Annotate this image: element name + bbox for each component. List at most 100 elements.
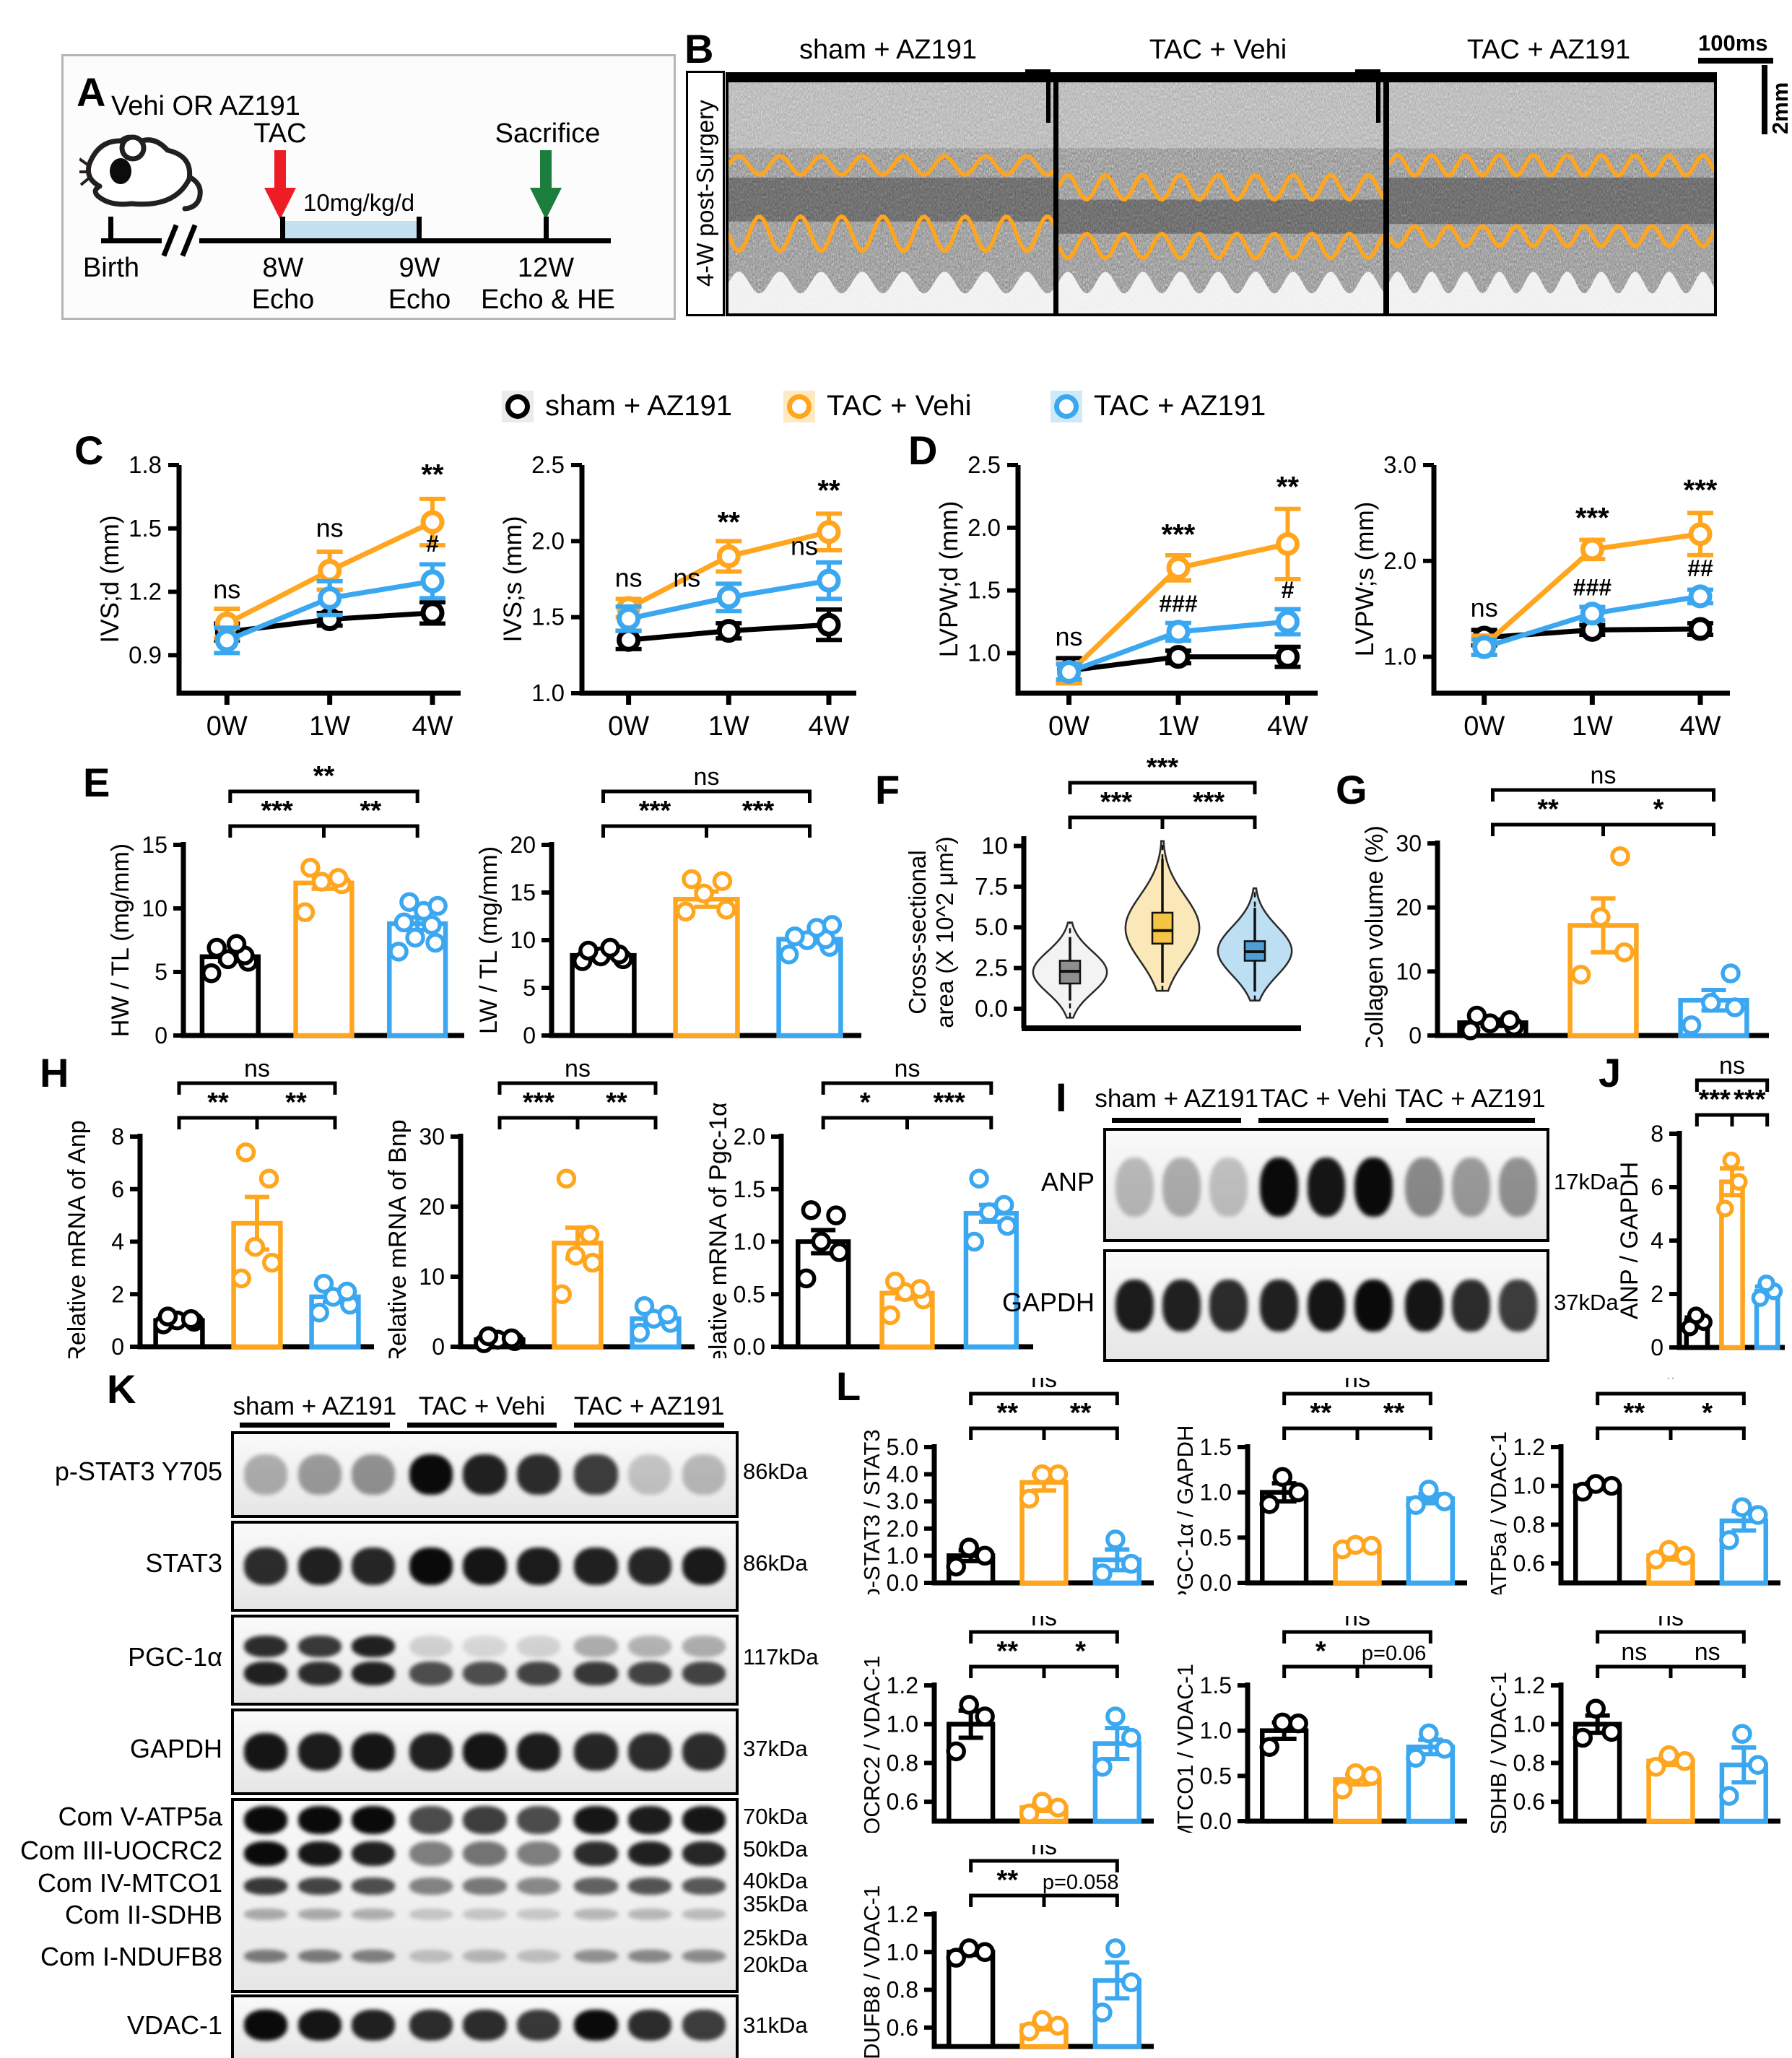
- blot-band: [463, 1805, 507, 1834]
- blot-group-underline: [1405, 1118, 1535, 1123]
- svg-text:5: 5: [155, 959, 168, 985]
- svg-text:5.0: 5.0: [975, 913, 1008, 940]
- blot-row-label: PGC-1α: [128, 1642, 222, 1672]
- svg-text:1.8: 1.8: [129, 451, 162, 478]
- blot-group-label: TAC + Vehi: [418, 1392, 546, 1420]
- chart-atp5a-vdac1: 0.6 0.8 1.0 1.2 ATP5a / VDAC-1 ** * *: [1484, 1363, 1788, 1599]
- svg-text:1.0: 1.0: [734, 1229, 765, 1255]
- blot-band: [297, 1909, 342, 1921]
- svg-text:1W: 1W: [1572, 711, 1613, 742]
- svg-text:ns: ns: [1719, 1052, 1745, 1080]
- svg-text:3.0: 3.0: [887, 1488, 918, 1514]
- blot-box-GAPDH: [231, 1709, 739, 1795]
- svg-text:4: 4: [111, 1229, 124, 1255]
- blot-row-label: STAT3: [145, 1548, 222, 1578]
- svg-text:0.6: 0.6: [887, 1789, 918, 1815]
- blot-box-VDAC-1: [231, 1994, 739, 2058]
- svg-text:ns: ns: [1344, 1616, 1370, 1631]
- blot-band: [1260, 1280, 1299, 1332]
- legend-circle-orange: [787, 394, 812, 419]
- svg-text:0.0: 0.0: [734, 1334, 765, 1358]
- svg-text:**: **: [313, 761, 335, 791]
- blot-band: [244, 1635, 288, 1658]
- panel-k-letter: K: [107, 1366, 136, 1412]
- blot-band: [352, 1733, 396, 1771]
- blot-kda-label: 37kDa: [743, 1736, 808, 1761]
- blot-group-underline: [406, 1423, 557, 1428]
- chart-sdhb-vdac1: 0.6 0.8 1.0 1.2 SDHB / VDAC-1 ns ns ns: [1484, 1604, 1788, 1835]
- svg-text:**: **: [997, 1865, 1019, 1896]
- svg-text:2.0: 2.0: [1383, 547, 1417, 574]
- blot-band: [628, 2010, 672, 2041]
- blot-kda-label: 25kDa: [743, 1924, 808, 1950]
- svg-text:IVS;d (mm): IVS;d (mm): [96, 516, 124, 643]
- svg-text:1.0: 1.0: [1200, 1718, 1232, 1744]
- chart-pgc1a-gapdh: 0.0 0.5 1.0 1.5 PGC-1α / GAPDH ** ** ns: [1171, 1366, 1474, 1605]
- blot-band: [574, 2010, 618, 2041]
- blot-band: [244, 1733, 288, 1771]
- blot-band: [574, 1635, 618, 1658]
- svg-text:5.0: 5.0: [887, 1434, 918, 1460]
- blot-band: [352, 1454, 396, 1495]
- blot-band: [409, 1635, 453, 1658]
- svg-text:0W: 0W: [1048, 711, 1089, 742]
- blot-group-label: TAC + AZ191: [1395, 1085, 1546, 1113]
- svg-text:***: ***: [742, 796, 775, 826]
- svg-text:ANP / GAPDH: ANP / GAPDH: [1616, 1162, 1643, 1320]
- svg-text:1.0: 1.0: [1513, 1711, 1545, 1737]
- svg-text:HW / TL (mg/mm): HW / TL (mg/mm): [107, 843, 134, 1037]
- blot-band: [1499, 1280, 1537, 1332]
- scale-time-label: 100ms: [1698, 30, 1768, 56]
- blot-band: [574, 1454, 618, 1495]
- blot-band: [463, 1547, 507, 1585]
- blot-band: [1451, 1157, 1490, 1217]
- svg-text:2.0: 2.0: [531, 527, 565, 554]
- event-echo-he-12w: Echo & HE: [481, 285, 615, 315]
- svg-text:area (X 10^2 μm²): area (X 10^2 μm²): [931, 836, 958, 1028]
- blot-row-label: Com IV-MTCO1: [37, 1867, 222, 1898]
- blot-band: [516, 1805, 561, 1834]
- svg-text:0: 0: [1650, 1334, 1663, 1359]
- svg-text:1.0: 1.0: [967, 639, 1001, 666]
- panel-a-letter: A: [77, 69, 106, 115]
- blot-band: [1209, 1157, 1248, 1217]
- blot-band: [352, 1877, 396, 1895]
- svg-text:Relative mRNA of Bnp: Relative mRNA of Bnp: [384, 1119, 412, 1358]
- svg-text:7.5: 7.5: [975, 873, 1008, 900]
- svg-text:1.0: 1.0: [1513, 1473, 1545, 1499]
- blot-band: [409, 1547, 453, 1585]
- legend-circle-blue: [1054, 394, 1079, 419]
- timeline-tick-12w: [544, 217, 549, 243]
- blot-band: [682, 1909, 726, 1921]
- blot-band: [352, 1949, 396, 1963]
- svg-text:4W: 4W: [809, 711, 850, 742]
- svg-text:p=0.058: p=0.058: [1043, 1871, 1119, 1894]
- svg-text:15: 15: [142, 832, 168, 858]
- blot-band: [682, 1662, 726, 1686]
- legend-item-sham: sham + AZ191: [502, 390, 732, 422]
- blot-band: [352, 1547, 396, 1585]
- blot-kda-label: 117kDa: [743, 1644, 819, 1670]
- svg-text:***: ***: [1698, 1085, 1731, 1115]
- svg-text:ns: ns: [1621, 1638, 1647, 1666]
- blot-band: [516, 1841, 561, 1867]
- blot-group-label: TAC + Vehi: [1260, 1085, 1387, 1113]
- blot-band: [1451, 1280, 1490, 1332]
- svg-text:ns: ns: [673, 563, 700, 593]
- svg-text:1.5: 1.5: [1200, 1434, 1232, 1460]
- panel-j-letter: J: [1599, 1050, 1622, 1095]
- event-echo-8w: Echo: [251, 285, 315, 315]
- svg-text:4W: 4W: [1680, 711, 1721, 742]
- blot-row-label: VDAC-1: [126, 2010, 222, 2040]
- blot-band: [244, 1909, 288, 1921]
- blot-band: [244, 1662, 288, 1686]
- echo-image-tac-vehi: [1056, 72, 1386, 316]
- blot-band: [1209, 1280, 1248, 1332]
- svg-text:1.2: 1.2: [887, 1672, 918, 1698]
- svg-text:10: 10: [1396, 958, 1422, 984]
- timeline-tick-9w: [417, 217, 422, 243]
- svg-text:0: 0: [1409, 1023, 1422, 1047]
- svg-text:1.5: 1.5: [1200, 1672, 1232, 1698]
- svg-text:4: 4: [1650, 1228, 1663, 1254]
- svg-text:30: 30: [1396, 830, 1422, 856]
